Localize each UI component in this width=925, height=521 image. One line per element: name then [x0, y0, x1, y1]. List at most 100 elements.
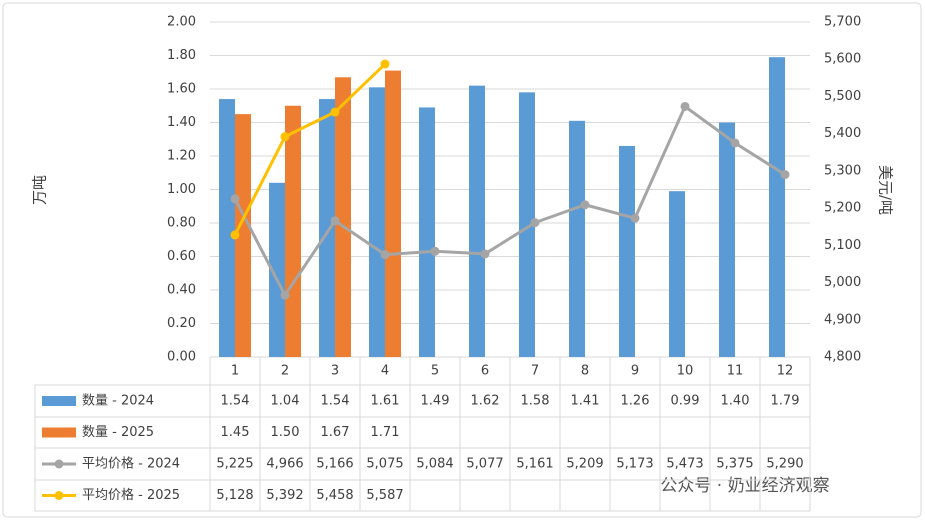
- line-marker: [380, 250, 390, 260]
- y2-tick-label: 5,700: [824, 15, 861, 30]
- bar: [419, 107, 435, 357]
- x-tick-label: 1: [231, 364, 239, 379]
- x-tick-label: 6: [481, 364, 489, 379]
- y2-tick-label: 4,800: [824, 350, 861, 365]
- bar: [619, 145, 635, 357]
- line-marker: [330, 107, 340, 117]
- y-tick-label: 1.60: [167, 82, 196, 97]
- table-value: 1.49: [421, 394, 450, 409]
- bar: [285, 105, 301, 357]
- line-marker: [230, 230, 240, 240]
- legend-key: [54, 491, 64, 500]
- y2-tick-label: 5,600: [824, 52, 861, 67]
- bar: [719, 122, 735, 357]
- y-tick-label: 1.80: [167, 48, 196, 63]
- table-value: 5,392: [266, 488, 303, 503]
- table-value: 1.58: [521, 394, 550, 409]
- table-value: 5,077: [466, 457, 503, 472]
- watermark: 公众号 · 奶业经济观察: [660, 476, 829, 496]
- table-value: 5,128: [216, 488, 253, 503]
- bar: [769, 57, 785, 358]
- line-marker: [630, 213, 640, 223]
- legend-label: 平均价格 - 2024: [82, 456, 180, 472]
- legend-key: [42, 427, 76, 438]
- line-marker: [330, 216, 340, 226]
- legend-key: [54, 459, 64, 469]
- legend-label: 平均价格 - 2025: [82, 487, 180, 503]
- y-tick-label: 0.40: [167, 283, 196, 298]
- table-value: 1.54: [221, 394, 250, 409]
- line: [233, 62, 387, 236]
- bar: [569, 120, 585, 357]
- table-value: 5,075: [366, 457, 403, 472]
- table-value: 1.04: [271, 394, 300, 409]
- table-value: 5,084: [416, 457, 453, 472]
- bar: [319, 99, 335, 358]
- bar: [469, 85, 485, 358]
- line-marker: [530, 218, 540, 228]
- y-tick-label: 1.20: [167, 149, 196, 164]
- table-value: 0.99: [671, 394, 700, 409]
- table-value: 1.40: [721, 394, 750, 409]
- y-axis-label: 万吨: [31, 175, 49, 205]
- bar: [669, 191, 685, 357]
- table-value: 1.62: [471, 394, 500, 409]
- table-value: 5,166: [316, 457, 353, 472]
- x-tick-label: 9: [631, 364, 639, 379]
- y2-tick-label: 5,000: [824, 275, 861, 290]
- table-value: 1.54: [321, 394, 350, 409]
- y-tick-label: 2.00: [167, 15, 196, 30]
- y2-tick-label: 5,100: [824, 238, 861, 253]
- line: [233, 104, 786, 297]
- bar: [369, 87, 385, 357]
- x-tick-label: 2: [281, 364, 289, 379]
- table-value: 1.50: [271, 425, 300, 440]
- table-value: 1.45: [221, 425, 250, 440]
- bar: [269, 182, 285, 357]
- y-tick-label: 0.20: [167, 316, 196, 331]
- line-marker: [480, 249, 490, 259]
- legend-label: 数量 - 2025: [82, 425, 154, 440]
- line-marker: [780, 170, 790, 180]
- line-marker: [680, 101, 690, 111]
- table-value: 5,173: [616, 457, 653, 472]
- table-value: 1.26: [621, 394, 650, 409]
- y-tick-label: 0.80: [167, 216, 196, 231]
- y-tick-label: 1.00: [167, 182, 196, 197]
- x-tick-label: 7: [531, 364, 539, 379]
- table-value: 1.79: [771, 394, 800, 409]
- x-tick-label: 11: [727, 364, 744, 379]
- line-marker: [580, 200, 590, 210]
- table-value: 5,375: [716, 457, 753, 472]
- table-value: 5,458: [316, 488, 353, 503]
- line-marker: [380, 59, 390, 69]
- x-tick-label: 5: [431, 364, 439, 379]
- table-value: 1.61: [371, 394, 400, 409]
- line-marker: [280, 132, 290, 142]
- y-tick-label: 1.40: [167, 115, 196, 130]
- y2-tick-label: 5,500: [824, 89, 861, 104]
- table-value: 5,587: [366, 488, 403, 503]
- legend-key: [42, 396, 76, 406]
- line-marker: [230, 194, 240, 204]
- y-tick-label: 0.00: [167, 350, 196, 365]
- bar: [385, 70, 401, 357]
- line-marker: [280, 290, 290, 300]
- line-marker: [730, 138, 740, 148]
- bar: [519, 92, 535, 357]
- table-value: 5,473: [666, 457, 703, 472]
- legend-label: 数量 - 2024: [82, 394, 154, 409]
- x-tick-label: 10: [677, 364, 694, 379]
- y2-tick-label: 5,200: [824, 201, 861, 216]
- y-tick-label: 0.60: [167, 249, 196, 264]
- y2-axis-label: 美元/吨: [877, 165, 895, 215]
- line-marker: [430, 246, 440, 256]
- table-value: 1.71: [371, 425, 400, 440]
- table-value: 5,290: [766, 457, 803, 472]
- table-value: 5,209: [566, 457, 603, 472]
- x-tick-label: 3: [331, 364, 339, 379]
- y2-tick-label: 5,400: [824, 126, 861, 141]
- y2-tick-label: 5,300: [824, 163, 861, 178]
- table-value: 4,966: [266, 457, 303, 472]
